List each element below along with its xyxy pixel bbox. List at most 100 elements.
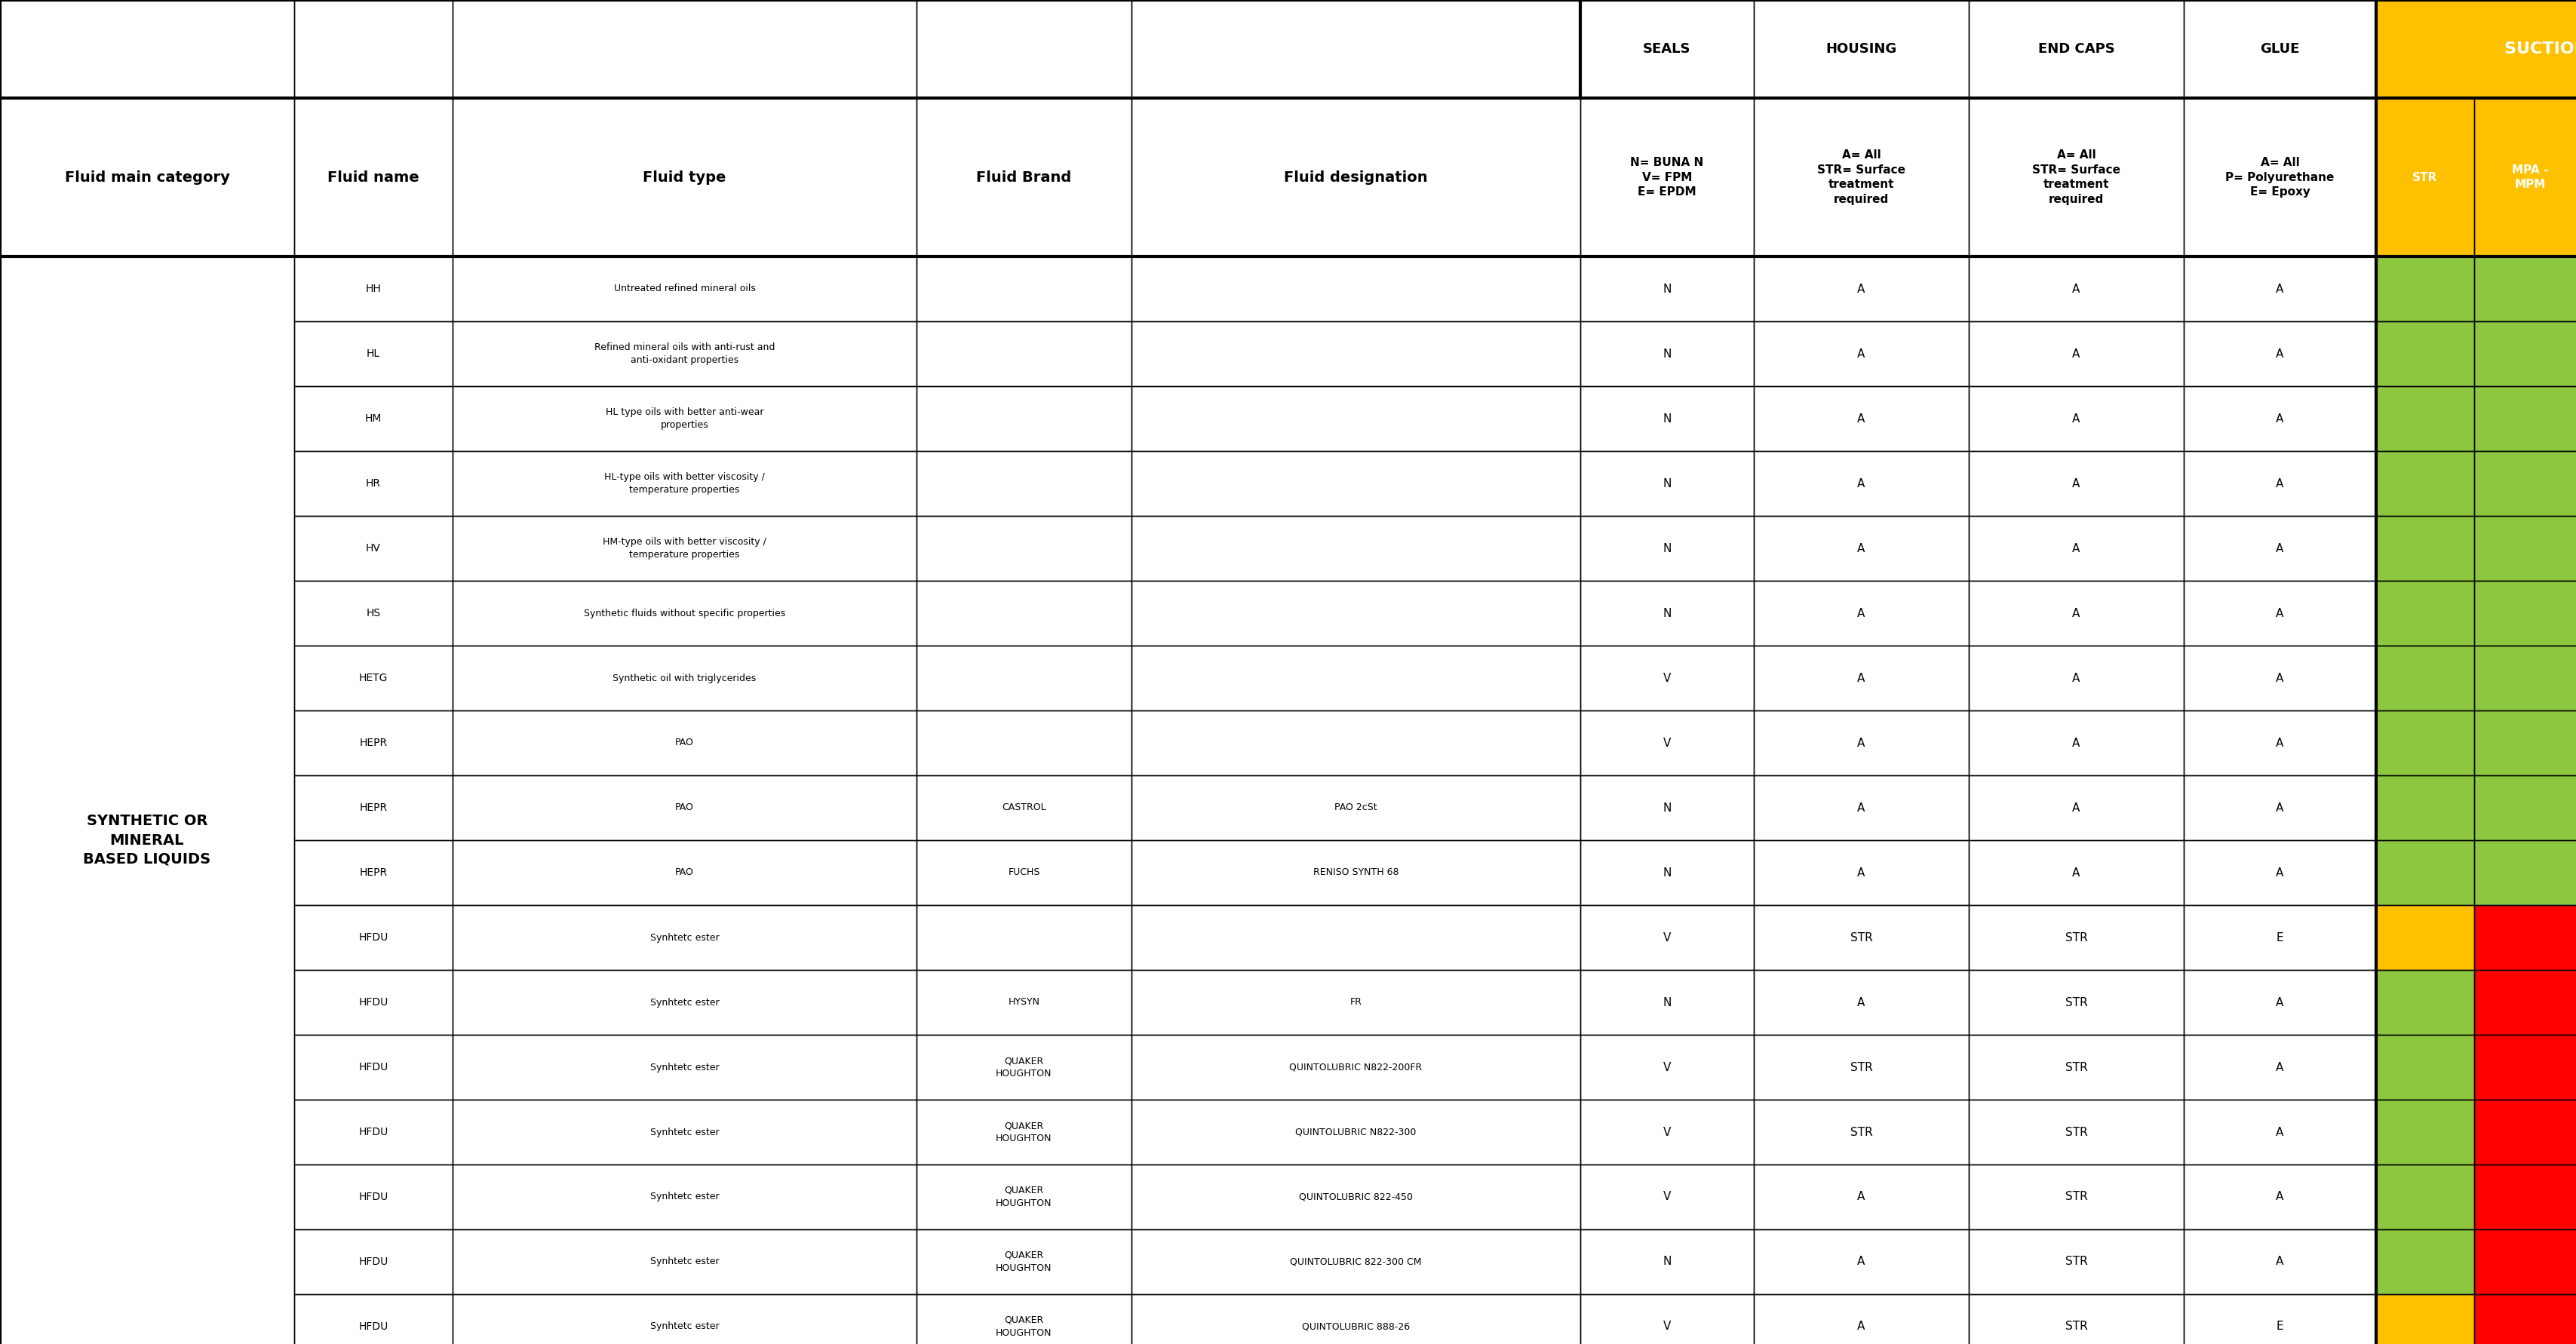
Bar	[2473, 711, 2576, 775]
Text: PAO 2cSt: PAO 2cSt	[1334, 802, 1376, 813]
Bar	[1754, 0, 1968, 98]
Text: HYSYN: HYSYN	[1007, 997, 1041, 1007]
Text: A: A	[2071, 867, 2079, 878]
Bar	[2375, 775, 2473, 840]
Bar	[294, 1294, 453, 1344]
Bar	[1968, 645, 2182, 711]
Bar	[1754, 905, 1968, 970]
Bar	[2473, 775, 2576, 840]
Bar	[1579, 1230, 1754, 1294]
Text: N: N	[1662, 1257, 1672, 1267]
Bar	[1131, 1294, 1579, 1344]
Bar	[1968, 840, 2182, 905]
Bar	[2473, 840, 2576, 905]
Bar	[294, 386, 453, 452]
Text: QUINTOLUBRIC N822-200FR: QUINTOLUBRIC N822-200FR	[1288, 1062, 1422, 1073]
Bar	[917, 321, 1131, 386]
Bar	[2182, 321, 2375, 386]
Bar	[2473, 775, 2576, 840]
Bar	[1579, 1035, 1754, 1099]
Bar	[2375, 645, 2473, 711]
Bar	[1754, 321, 1968, 386]
Bar	[453, 452, 917, 516]
Bar	[917, 970, 1131, 1035]
Text: N: N	[1662, 543, 1672, 554]
Bar	[2375, 711, 2473, 775]
Bar	[1968, 386, 2182, 452]
Bar	[1754, 452, 1968, 516]
Bar	[453, 516, 917, 581]
Bar	[294, 516, 453, 581]
Text: E: E	[2275, 931, 2282, 943]
Bar	[2182, 98, 2375, 257]
Text: A: A	[2275, 1126, 2282, 1138]
Bar	[1754, 905, 1968, 970]
Bar	[917, 1230, 1131, 1294]
Bar	[1754, 1230, 1968, 1294]
Bar	[2182, 1164, 2375, 1230]
Text: HETG: HETG	[358, 673, 389, 683]
Bar	[1579, 581, 1754, 645]
Bar	[2473, 1099, 2576, 1164]
Bar	[1131, 1230, 1579, 1294]
Text: HM: HM	[366, 414, 381, 423]
Bar	[2375, 0, 2576, 98]
Bar	[2182, 1035, 2375, 1099]
Bar	[2473, 840, 2576, 905]
Bar	[917, 970, 1131, 1035]
Bar	[917, 321, 1131, 386]
Bar	[453, 840, 917, 905]
Bar	[1579, 1164, 1754, 1230]
Bar	[294, 711, 453, 775]
Bar	[1579, 452, 1754, 516]
Text: STR: STR	[2063, 931, 2087, 943]
Text: A: A	[1857, 284, 1865, 294]
Bar	[917, 98, 1131, 257]
Bar	[2473, 1035, 2576, 1099]
Text: Untreated refined mineral oils: Untreated refined mineral oils	[613, 284, 755, 294]
Bar	[1754, 1099, 1968, 1164]
Bar	[1579, 840, 1754, 905]
Text: QUINTOLUBRIC 822-300 CM: QUINTOLUBRIC 822-300 CM	[1291, 1257, 1422, 1266]
Text: V: V	[1662, 1321, 1669, 1332]
Bar	[294, 386, 453, 452]
Text: A: A	[1857, 607, 1865, 618]
Bar	[1754, 840, 1968, 905]
Bar	[2375, 98, 2473, 257]
Bar	[2473, 386, 2576, 452]
Bar	[2375, 321, 2473, 386]
Bar	[2375, 516, 2473, 581]
Text: PAO: PAO	[675, 738, 693, 747]
Bar	[1968, 645, 2182, 711]
Bar	[1754, 0, 1968, 98]
Bar	[1968, 321, 2182, 386]
Bar	[2182, 970, 2375, 1035]
Text: Fluid Brand: Fluid Brand	[976, 171, 1072, 184]
Bar	[2473, 1164, 2576, 1230]
Bar	[453, 1230, 917, 1294]
Bar	[1968, 98, 2182, 257]
Text: Fluid type: Fluid type	[644, 171, 726, 184]
Text: N: N	[1662, 413, 1672, 425]
Bar	[1968, 775, 2182, 840]
Text: STR: STR	[2063, 997, 2087, 1008]
Text: A= All
P= Polyurethane
E= Epoxy: A= All P= Polyurethane E= Epoxy	[2226, 157, 2334, 198]
Text: HFDU: HFDU	[358, 997, 389, 1008]
Bar	[2375, 905, 2473, 970]
Bar	[2473, 1035, 2576, 1099]
Bar	[453, 516, 917, 581]
Bar	[1968, 711, 2182, 775]
Bar	[917, 516, 1131, 581]
Text: HL: HL	[366, 348, 381, 359]
Bar	[1579, 905, 1754, 970]
Text: V: V	[1662, 931, 1669, 943]
Bar	[0, 257, 294, 1344]
Bar	[453, 645, 917, 711]
Bar	[1968, 257, 2182, 321]
Bar	[294, 1164, 453, 1230]
Bar	[453, 1164, 917, 1230]
Text: A: A	[2071, 802, 2079, 813]
Bar	[1754, 581, 1968, 645]
Bar	[453, 98, 917, 257]
Bar	[2473, 1294, 2576, 1344]
